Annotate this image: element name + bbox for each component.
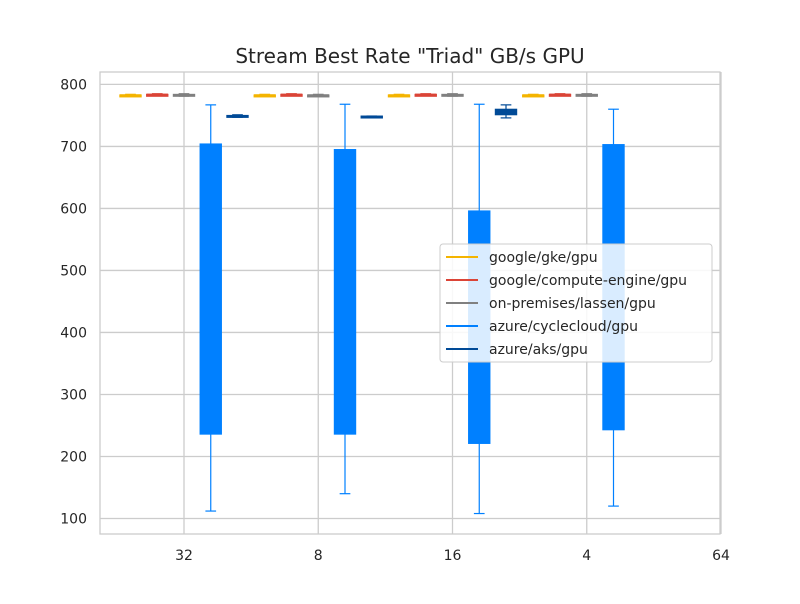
x-tick-label: 8	[314, 548, 323, 564]
legend: google/gke/gpu google/compute-engine/gpu o…	[439, 243, 713, 363]
box-2-8	[307, 93, 330, 98]
y-tick-label: 600	[60, 201, 87, 217]
legend-label: google/gke/gpu	[489, 250, 598, 266]
plot-frame	[99, 71, 721, 535]
y-tick-label: 100	[60, 511, 87, 527]
box-4-32	[226, 114, 249, 118]
box-1-32	[146, 93, 169, 97]
box-1-8	[280, 93, 303, 97]
box-3-32	[199, 104, 222, 512]
box-0-16	[387, 93, 411, 98]
axis-layer: 100 200 300 400 500 600 700 800 32 8 16 4 64	[60, 77, 730, 564]
box-0-8	[253, 93, 276, 98]
legend-label: azure/aks/gpu	[489, 342, 588, 358]
x-tick-label: 4	[582, 548, 591, 564]
legend-label: azure/cyclecloud/gpu	[489, 319, 638, 335]
legend-box	[439, 243, 713, 363]
box-2-4	[575, 93, 598, 97]
box-1-4	[548, 93, 572, 97]
y-tick-label: 200	[60, 449, 87, 465]
y-tick-label: 400	[60, 325, 87, 341]
legend-label: google/compute-engine/gpu	[489, 273, 687, 289]
y-tick-label: 800	[60, 77, 87, 93]
box-0-32	[119, 93, 142, 98]
x-tick-label: 32	[175, 548, 193, 564]
box-1-16	[414, 93, 437, 97]
legend-label: on-premises/lassen/gpu	[489, 296, 656, 312]
box-2-32	[172, 93, 196, 97]
box-0-4	[522, 93, 545, 98]
box-4-16	[494, 104, 518, 119]
box-4-8	[360, 115, 383, 119]
x-tick-label: 16	[444, 548, 462, 564]
chart-title: Stream Best Rate "Triad" GB/s GPU	[235, 44, 584, 68]
x-tick-label: 64	[712, 548, 730, 564]
box-3-8	[333, 103, 357, 495]
y-tick-label: 700	[60, 139, 87, 155]
box-2-16	[441, 93, 464, 97]
y-tick-label: 500	[60, 263, 87, 279]
y-tick-label: 300	[60, 387, 87, 403]
